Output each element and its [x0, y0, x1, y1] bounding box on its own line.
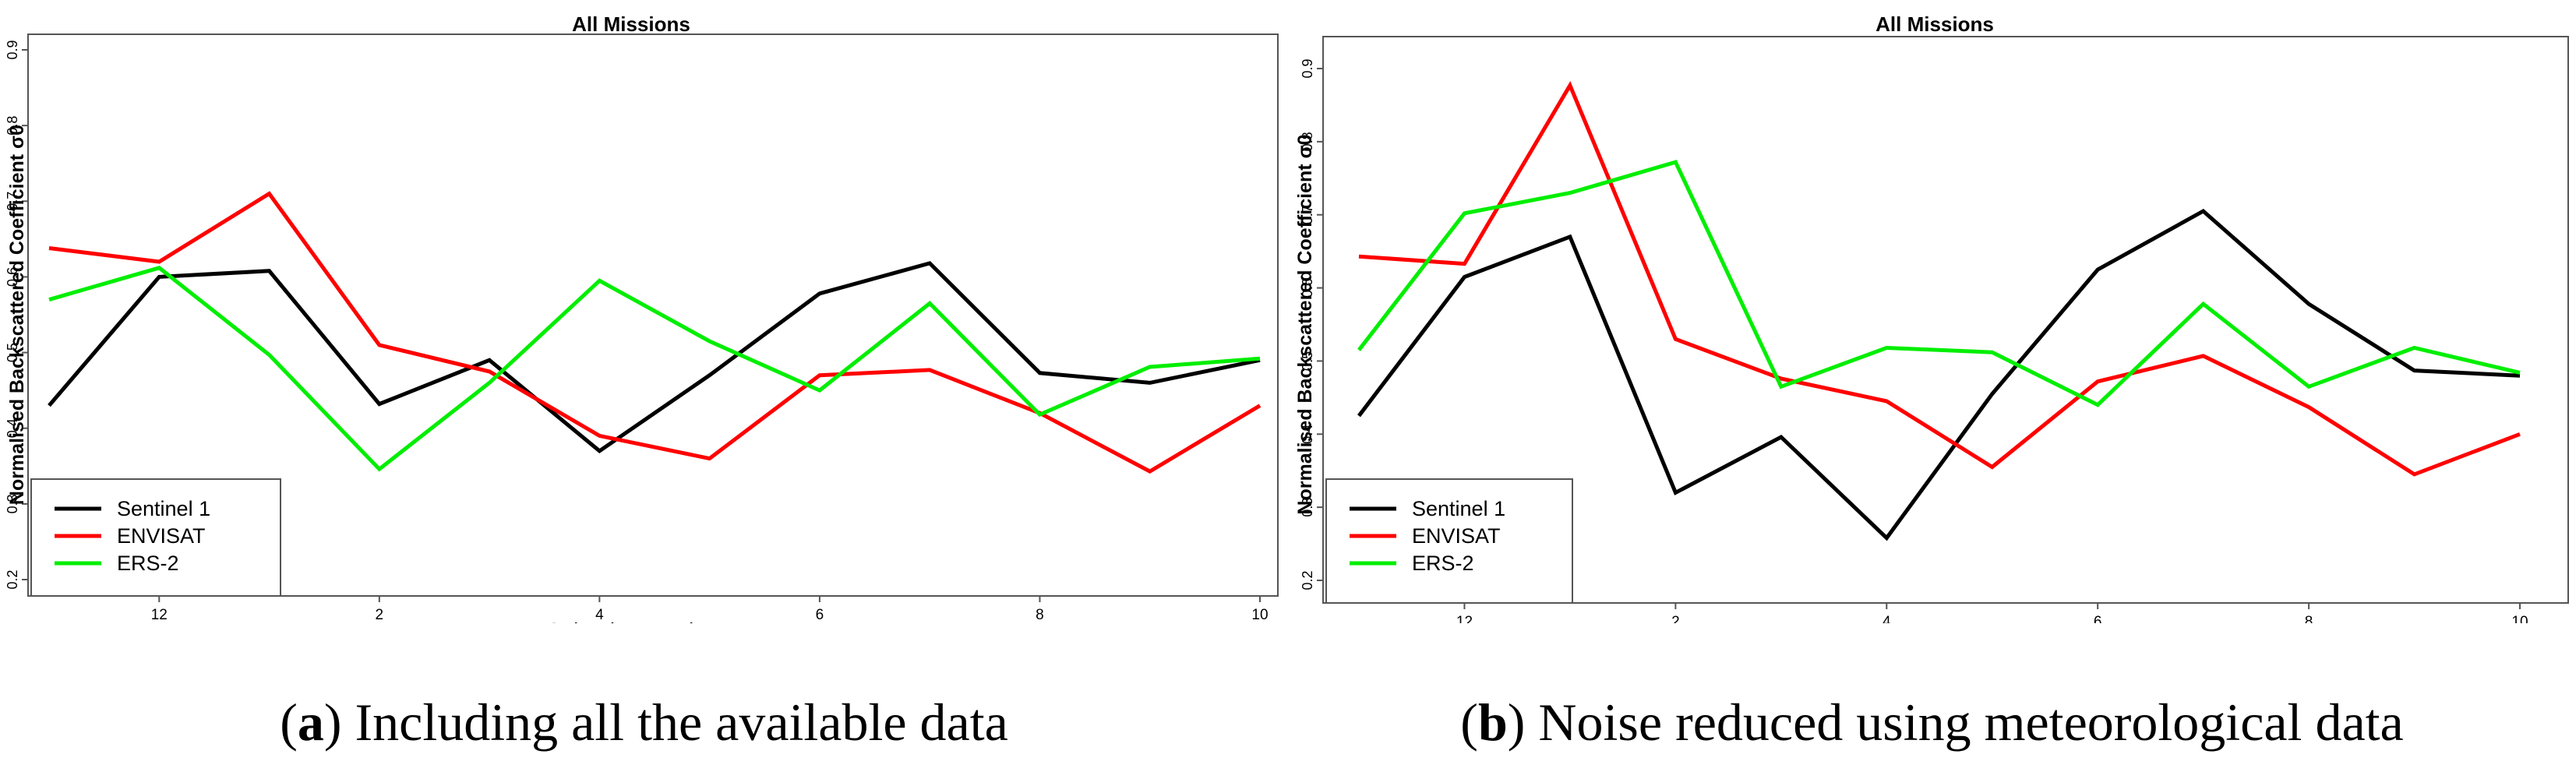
x-tick-label: 8 [1036, 607, 1044, 623]
x-tick-label: 10 [1251, 607, 1268, 623]
caption-a-label: a [297, 693, 324, 752]
series-line-envisat [48, 191, 1262, 474]
x-tick-label: 10 [2511, 614, 2528, 623]
x-tick-label: 2 [1671, 614, 1680, 623]
y-tick-label: 0.7 [5, 192, 20, 211]
chart-b: All Missions 0.2 0.3 0.4 0.5 0.6 0.7 0.8 0.9 Norm… [1294, 12, 2569, 623]
y-tick-label: 0.5 [1300, 351, 1315, 371]
x-tick-label: 6 [2094, 614, 2102, 623]
series-line-ers-2 [48, 266, 1261, 472]
y-axis-label: Normalised Backscattered Coefficient σ0 [1294, 134, 1316, 514]
panel-b: All Missions 0.2 0.3 0.4 0.5 0.6 0.7 0.8 0.9 Norm… [1288, 0, 2576, 765]
legend-box [1325, 478, 1573, 604]
legend-label-envisat: ENVISAT [1412, 524, 1501, 548]
x-tick-label: 4 [595, 607, 604, 623]
legend-label-sentinel-1: Sentinel 1 [117, 497, 210, 520]
y-tick-label: 0.4 [5, 418, 20, 438]
x-axis-label: Calendar Month [545, 619, 700, 623]
y-tick-label: 0.4 [1300, 425, 1315, 444]
chart-title: All Missions [1876, 12, 1994, 36]
chart-title: All Missions [572, 12, 690, 36]
y-tick-label: 0.9 [5, 40, 20, 59]
x-tick-label: 2 [376, 607, 384, 623]
series-line-envisat [1358, 81, 2521, 477]
series-line-ers-2 [1357, 160, 2521, 407]
caption-a: (a) Including all the available data [280, 693, 1008, 752]
series-line-sentinel-1 [1357, 208, 2521, 541]
chart-a: All Missions 0.2 0.3 0.4 0.5 0.6 0.7 0.8 0.9 Norm… [5, 12, 1279, 623]
y-tick-label: 0.8 [1300, 132, 1315, 151]
y-tick-label: 0.6 [5, 267, 20, 287]
x-tick-label: 4 [1883, 614, 1891, 623]
y-tick-label: 0.6 [1300, 278, 1315, 298]
legend-label-envisat: ENVISAT [117, 524, 206, 548]
y-tick-label: 0.3 [1300, 498, 1315, 517]
legend-label-ers-2: ERS-2 [117, 552, 179, 575]
caption-b: (b) Noise reduced using meteorological d… [1460, 693, 2404, 752]
x-tick-label: 8 [2305, 614, 2313, 623]
y-tick-label: 0.2 [5, 569, 20, 589]
y-tick-label: 0.3 [5, 494, 20, 513]
plot-frame [1322, 36, 2569, 604]
legend-label-sentinel-1: Sentinel 1 [1412, 497, 1505, 520]
y-axis-label: Normalised Backscattered Coefficient σ0 [6, 125, 28, 505]
caption-b-text: Noise reduced using meteorological data [1538, 693, 2404, 752]
panel-a: All Missions 0.2 0.3 0.4 0.5 0.6 0.7 0.8 0.9 Norm… [5, 12, 1279, 752]
caption-b-label: b [1477, 693, 1508, 752]
y-tick-label: 0.2 [1300, 570, 1315, 590]
x-tick-label: 12 [1456, 614, 1473, 623]
x-tick-label: 12 [151, 607, 168, 623]
plot-frame [27, 33, 1279, 597]
caption-a-text: Including all the available data [355, 693, 1008, 752]
x-tick-label: 6 [816, 607, 824, 623]
y-tick-label: 0.9 [1300, 58, 1315, 78]
y-tick-label: 0.7 [1300, 205, 1315, 224]
y-tick-label: 0.5 [5, 343, 20, 362]
legend-label-ers-2: ERS-2 [1412, 552, 1474, 575]
y-tick-label: 0.8 [5, 116, 20, 136]
series-line-sentinel-1 [48, 261, 1261, 454]
